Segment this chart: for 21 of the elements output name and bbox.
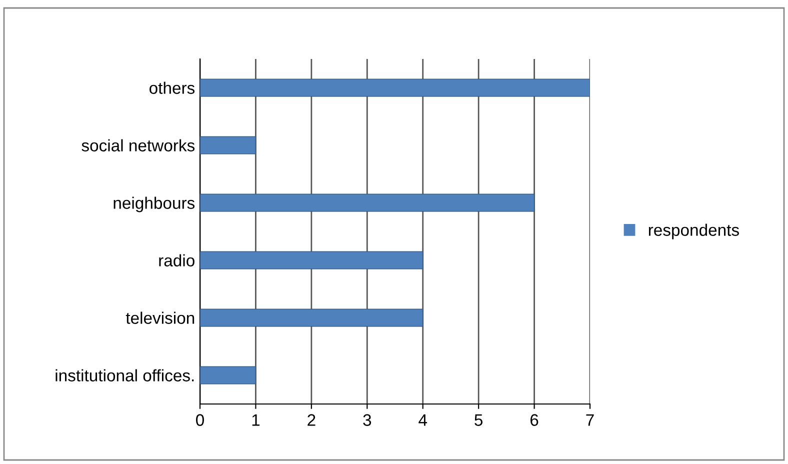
y-tick-label: radio [159,254,194,266]
bar [200,251,424,270]
y-tick-label: social networks [82,139,195,152]
bar [200,308,424,327]
x-tick-label: 1 [252,414,260,426]
bar [200,366,256,384]
y-tick-label: others [150,82,195,94]
bar [200,136,256,154]
y-tick-label: neighbours [114,196,195,212]
bar [200,194,535,212]
y-tick-label: institutional offices. [56,369,194,382]
x-tick-label: 2 [308,414,316,426]
x-tick-label: 6 [530,414,538,426]
y-tick-label: television [126,312,194,324]
legend-label: respondents [648,224,739,240]
x-tick-label: 4 [418,414,428,426]
x-tick-label: 3 [363,414,372,426]
x-tick-label: 7 [586,414,594,426]
x-tick-label: 0 [196,414,204,426]
x-tick-label: 5 [474,414,483,426]
bar [200,78,590,97]
